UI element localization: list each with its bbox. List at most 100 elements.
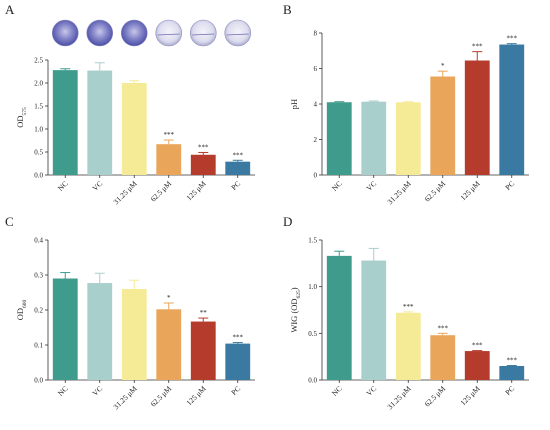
significance-label: ***: [164, 131, 175, 139]
y-axis-label: OD600: [15, 299, 28, 320]
x-tick-label: PC: [503, 179, 516, 192]
y-tick-label: 0.0: [34, 172, 43, 180]
significance-label: ***: [438, 324, 449, 332]
y-tick-label: 0.3: [34, 272, 43, 280]
significance-label: ***: [403, 303, 414, 311]
well-line: [192, 33, 215, 36]
y-tick-label: 2.5: [34, 57, 43, 65]
significance-label: *: [167, 294, 171, 302]
x-tick-label: VC: [90, 179, 104, 193]
x-tick-label: PC: [229, 384, 242, 397]
significance-label: ***: [507, 357, 518, 365]
significance-label: **: [200, 309, 208, 317]
bar-d-2: [395, 312, 421, 380]
well-image: [224, 19, 252, 47]
well-image: [120, 19, 148, 47]
x-tick-label: VC: [90, 384, 104, 398]
y-tick-label: 0.1: [34, 342, 43, 350]
y-tick-label: 1.5: [308, 237, 317, 245]
y-tick-label: 1.5: [34, 103, 43, 111]
bar-c-0: [52, 278, 78, 380]
bar-b-5: [499, 44, 525, 175]
y-tick-label: 0.4: [34, 237, 43, 245]
well-image: [189, 19, 217, 47]
bar-b-0: [326, 102, 352, 175]
bar-a-2: [121, 83, 147, 175]
bar-c-5: [225, 343, 251, 380]
x-tick-label: NC: [56, 384, 70, 398]
bar-a-3: [156, 144, 182, 175]
y-tick-label: 2.0: [34, 80, 43, 88]
bar-d-3: [430, 335, 456, 380]
bar-b-1: [361, 101, 387, 175]
x-tick-label: 31.25 μM: [385, 179, 412, 206]
well-line: [226, 33, 249, 36]
significance-label: ***: [233, 334, 244, 342]
significance-label: ***: [472, 342, 483, 350]
bar-d-1: [361, 260, 387, 380]
x-tick-label: 125 μM: [458, 384, 481, 407]
panel-b: B 0 2 4 6 8 pH NC VC 31.25 μM * 62.5 μM *** 125 μM ***…: [283, 2, 529, 206]
x-tick-label: 62.5 μM: [149, 179, 174, 204]
x-tick-label: 125 μM: [184, 179, 207, 202]
x-tick-label: VC: [364, 179, 378, 193]
y-tick-label: 0.0: [308, 377, 317, 385]
y-tick-label: 1.0: [34, 126, 43, 134]
x-tick-label: NC: [56, 179, 70, 193]
panel-c: C 0.0 0.1 0.2 0.3 0.4 OD600 NC VC 31.25 μM * 62.5 μ…: [5, 214, 255, 411]
bar-d-5: [499, 366, 525, 380]
bar-b-2: [395, 102, 421, 175]
x-tick-label: NC: [330, 179, 344, 193]
y-tick-label: 0.0: [34, 377, 43, 385]
well-image: [86, 19, 114, 47]
significance-label: ***: [233, 151, 244, 159]
panel-a: A 0.0 0.5 1.0 1.5 2.0 2.5 OD575 NC VC 31.25 μM *** 6…: [5, 2, 255, 206]
y-tick-label: 0.2: [34, 307, 43, 315]
bar-b-4: [464, 60, 490, 176]
significance-label: ***: [472, 43, 483, 51]
panel-label: B: [283, 2, 292, 17]
y-tick-label: 0.5: [308, 330, 317, 338]
x-tick-label: 125 μM: [458, 179, 481, 202]
well-image: [51, 19, 79, 47]
significance-label: ***: [198, 143, 209, 151]
y-tick-label: 6: [314, 65, 318, 73]
x-tick-label: 62.5 μM: [423, 179, 448, 204]
y-tick-label: 0: [314, 172, 318, 180]
bar-c-3: [156, 309, 182, 380]
y-tick-label: 8: [314, 30, 318, 38]
bar-d-4: [464, 351, 490, 380]
panel-label: C: [5, 214, 14, 229]
bar-c-2: [121, 289, 147, 380]
x-tick-label: 31.25 μM: [385, 384, 412, 411]
x-tick-label: 125 μM: [184, 384, 207, 407]
significance-label: *: [441, 62, 445, 70]
bar-a-4: [190, 154, 216, 175]
x-tick-label: PC: [503, 384, 516, 397]
x-tick-label: PC: [229, 179, 242, 192]
bar-c-1: [87, 283, 113, 380]
bar-a-5: [225, 161, 251, 175]
x-tick-label: 62.5 μM: [149, 384, 174, 409]
panel-label: D: [283, 214, 292, 229]
x-tick-label: 31.25 μM: [111, 384, 138, 411]
x-tick-label: NC: [330, 384, 344, 398]
y-tick-label: 0.5: [34, 149, 43, 157]
y-tick-label: 4: [314, 101, 318, 109]
y-axis-label: pH: [289, 99, 299, 109]
bar-a-1: [87, 70, 113, 175]
y-axis-label: OD575: [15, 107, 28, 128]
y-tick-label: 2: [314, 136, 318, 144]
well-image: [155, 19, 183, 47]
well-line: [157, 33, 180, 36]
bar-a-0: [52, 70, 78, 175]
y-axis-label: WIG (OD625): [289, 287, 302, 332]
x-tick-label: VC: [364, 384, 378, 398]
y-tick-label: 1.0: [308, 283, 317, 291]
x-tick-label: 31.25 μM: [111, 179, 138, 206]
x-tick-label: 62.5 μM: [423, 384, 448, 409]
bar-b-3: [430, 76, 456, 175]
panel-label: A: [5, 2, 15, 17]
